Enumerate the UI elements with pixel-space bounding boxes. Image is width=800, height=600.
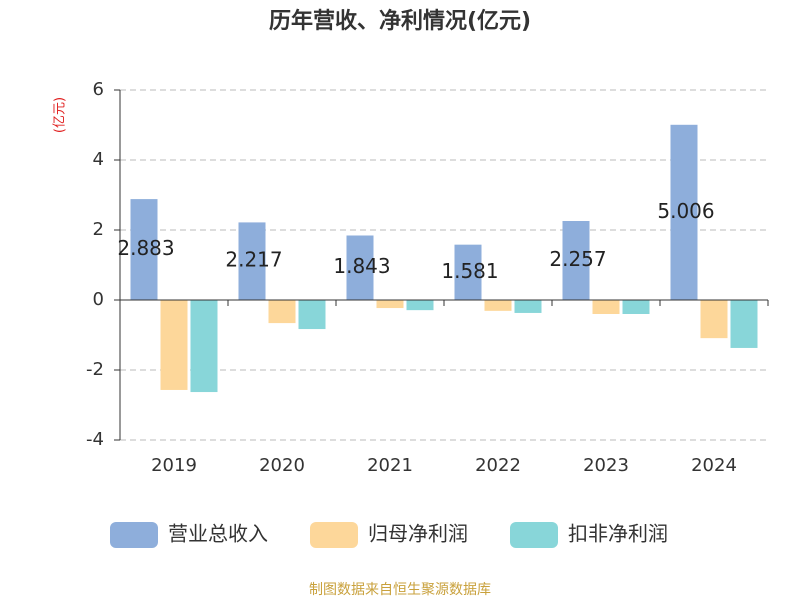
x-tick-label: 2024 <box>691 455 737 476</box>
data-label: 1.843 <box>333 254 390 278</box>
y-axis-label: (亿元) <box>53 97 68 133</box>
data-label: 2.217 <box>225 248 282 272</box>
bar <box>298 300 326 330</box>
legend-label: 归母净利润 <box>368 522 468 546</box>
data-label: 2.257 <box>549 247 606 271</box>
bar <box>562 221 590 300</box>
bar <box>346 235 374 300</box>
data-label: 5.006 <box>657 199 714 223</box>
x-tick-label: 2020 <box>259 455 305 476</box>
bar <box>484 300 512 311</box>
bar <box>730 300 758 348</box>
data-label: 2.883 <box>117 236 174 260</box>
source-note: 制图数据来自恒生聚源数据库 <box>309 582 491 598</box>
bar <box>454 244 482 300</box>
y-tick-label: 2 <box>93 219 104 240</box>
bar <box>592 300 620 314</box>
legend-label: 营业总收入 <box>168 522 268 546</box>
x-tick-label: 2021 <box>367 455 413 476</box>
legend-label: 扣非净利润 <box>568 522 668 546</box>
data-label: 1.581 <box>441 259 498 283</box>
bar <box>514 300 542 313</box>
y-tick-label: -4 <box>86 429 104 450</box>
chart-title: 历年营收、净利情况(亿元) <box>269 8 531 34</box>
bar <box>700 300 728 339</box>
bar <box>376 300 404 309</box>
bar <box>622 300 650 314</box>
bar <box>160 300 188 390</box>
legend-swatch <box>510 522 558 548</box>
legend-swatch <box>110 522 158 548</box>
x-tick-label: 2019 <box>151 455 197 476</box>
x-tick-label: 2022 <box>475 455 521 476</box>
bar <box>130 199 158 300</box>
y-tick-label: 4 <box>93 149 104 170</box>
y-tick-label: 0 <box>93 289 104 310</box>
bar <box>670 124 698 300</box>
x-tick-label: 2023 <box>583 455 629 476</box>
y-tick-label: -2 <box>86 359 104 380</box>
bar <box>190 300 218 393</box>
bar <box>406 300 434 311</box>
y-tick-label: 6 <box>93 79 104 100</box>
bar <box>238 222 266 300</box>
bar <box>268 300 296 324</box>
legend-swatch <box>310 522 358 548</box>
